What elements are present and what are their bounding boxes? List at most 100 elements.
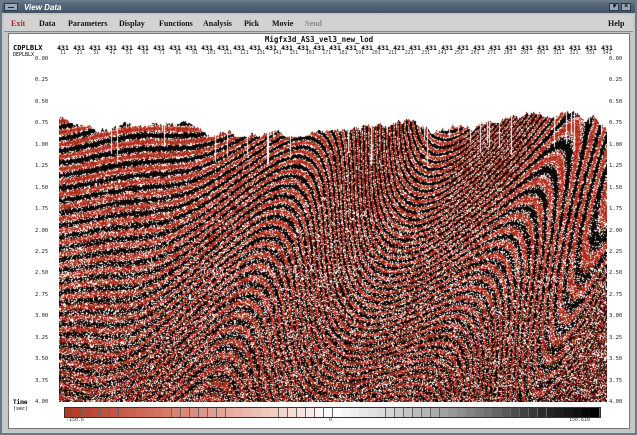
time-tick-label: 2.75	[35, 291, 49, 298]
menu-send: Send	[305, 19, 322, 28]
colorbar-swatch	[341, 408, 351, 417]
time-tick-label: 0.00	[35, 56, 49, 62]
time-label: Time	[13, 399, 28, 406]
menu-exit[interactable]: Exit	[11, 19, 26, 28]
time-tick-label: 0.00	[609, 56, 623, 62]
inline-value: 431	[473, 44, 485, 52]
seismic-section[interactable]	[59, 59, 607, 402]
seismic-plot-area[interactable]: Migfx3d_AS3_vel3_new_lod CDPLBLX DEPLBLX…	[8, 33, 630, 429]
plot-title: Migfx3d_AS3_vel3_new_lod	[264, 35, 374, 44]
time-tick-label: 1.25	[609, 163, 623, 170]
time-tick-label: 3.50	[35, 356, 49, 363]
time-tick-label: 3.75	[35, 377, 49, 384]
crossline-value: 231	[421, 51, 430, 56]
colorbar-swatch	[180, 408, 191, 417]
inline-value: 431	[169, 44, 181, 52]
colorbar-swatch	[564, 408, 574, 417]
inline-value: 431	[137, 44, 149, 52]
inline-value: 421	[393, 44, 405, 52]
inline-value: 431	[585, 44, 597, 52]
colorbar-swatch	[475, 408, 485, 417]
time-tick-label: 3.25	[609, 334, 623, 341]
colorbar-swatch	[501, 408, 512, 417]
colorbar-swatch	[198, 408, 209, 417]
minimize-button[interactable]: ▾	[609, 3, 619, 11]
menu-help[interactable]: Help	[608, 19, 625, 28]
crossline-value: 251	[454, 51, 463, 56]
menu-display[interactable]: Display	[119, 19, 145, 28]
crossline-value: 91	[191, 51, 198, 56]
inline-value: 431	[105, 44, 117, 52]
inline-value: 431	[345, 44, 357, 52]
colorbar-swatch	[350, 408, 360, 417]
time-tick-label: 2.50	[609, 270, 623, 277]
inline-value: 431	[89, 44, 101, 52]
crossline-value: 81	[175, 51, 182, 56]
inline-value: 431	[153, 44, 165, 52]
inline-value: 431	[377, 44, 389, 52]
header1-label: CDPLBLX	[13, 44, 43, 52]
colorbar-swatch	[323, 408, 333, 417]
crossline-value: 271	[487, 51, 496, 56]
inline-value: 431	[457, 44, 469, 52]
crossline-value: 21	[76, 51, 83, 56]
colorbar-swatch	[261, 408, 271, 417]
inline-value: 431	[505, 44, 517, 52]
time-tick-label: 1.75	[609, 206, 623, 213]
menu-pick[interactable]: Pick	[244, 19, 260, 28]
colorbar-swatch	[296, 408, 307, 417]
colorbar-swatch	[314, 408, 325, 417]
colorbar-swatch	[172, 408, 182, 417]
time-tick-label: 3.00	[35, 313, 49, 320]
time-tick-label: 2.00	[35, 227, 49, 234]
seismic-traces	[59, 59, 607, 402]
colorbar-swatch	[225, 408, 235, 417]
colorbar-swatch	[73, 408, 84, 417]
colorbar-swatch	[573, 408, 583, 417]
inline-value: 431	[57, 44, 69, 52]
time-axis-label: Time (sec)	[13, 399, 28, 413]
colorbar-swatch	[430, 408, 440, 417]
colorbar-swatch	[270, 408, 280, 417]
window-menu-icon[interactable]	[4, 3, 18, 11]
colorbar-swatch	[279, 408, 289, 417]
inline-value: 431	[265, 44, 277, 52]
time-tick-label: 3.50	[609, 356, 623, 363]
colorbar-swatch	[287, 408, 298, 417]
colorbar-swatch	[537, 408, 547, 417]
inline-value: 431	[185, 44, 197, 52]
crossline-value: 121	[239, 51, 249, 56]
colorbar-swatch	[519, 408, 530, 417]
inline-value: 431	[441, 44, 453, 52]
colorbar-swatch	[145, 408, 155, 417]
crossline-value: 151	[289, 51, 299, 56]
amplitude-colorbar	[64, 407, 601, 418]
colorbar-swatch	[163, 408, 173, 417]
inline-value: 431	[281, 44, 293, 52]
close-button[interactable]: ×	[621, 3, 631, 11]
menu-functions[interactable]: Functions	[159, 19, 193, 28]
menu-parameters[interactable]: Parameters	[68, 19, 108, 28]
menu-movie[interactable]: Movie	[272, 19, 294, 28]
time-tick-label: 1.00	[609, 141, 623, 148]
colorbar-min-label: -150.6	[66, 417, 85, 423]
title-bar[interactable]: View Data ▾ ×	[2, 2, 635, 13]
colorbar-swatch	[332, 408, 342, 417]
crossline-value: 161	[305, 51, 315, 56]
menu-analysis[interactable]: Analysis	[203, 19, 232, 28]
time-tick-label: 2.25	[609, 248, 623, 255]
crossline-value: 261	[470, 51, 480, 56]
menu-data[interactable]: Data	[39, 19, 56, 28]
colorbar-swatch	[493, 408, 503, 417]
crossline-value: 171	[322, 51, 332, 56]
inline-value: 431	[329, 44, 341, 52]
colorbar-swatch	[252, 408, 262, 417]
colorbar-swatch	[403, 408, 414, 417]
inline-value: 431	[121, 44, 133, 52]
crossline-value: 11	[60, 51, 66, 56]
colorbar-swatch	[136, 408, 146, 417]
crossline-value: 71	[159, 51, 165, 56]
inline-value: 431	[233, 44, 245, 52]
inline-value: 431	[601, 44, 613, 52]
time-tick-label: 2.50	[35, 270, 49, 277]
